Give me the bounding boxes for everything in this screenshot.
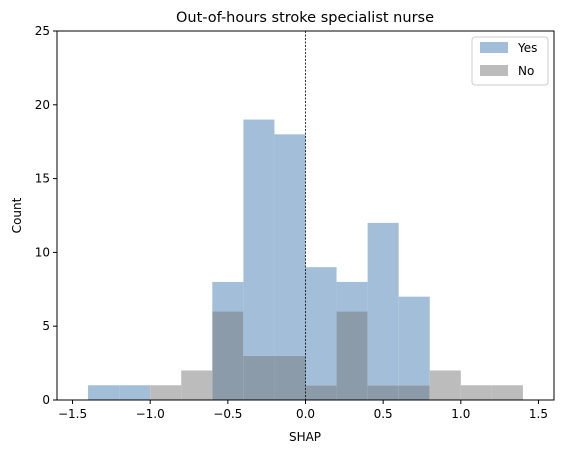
bar-yes-bin-7 xyxy=(305,267,337,386)
bar-overlap-bin-5 xyxy=(243,355,275,400)
legend-label-yes: Yes xyxy=(517,41,537,55)
bars-layer xyxy=(88,119,523,400)
bar-no-bin-12 xyxy=(460,385,492,400)
legend-label-no: No xyxy=(518,64,534,78)
legend-swatch-yes xyxy=(480,42,508,53)
x-tick-label: −1.5 xyxy=(58,407,87,421)
x-tick-label: 0.5 xyxy=(374,407,393,421)
bar-overlap-bin-7 xyxy=(305,385,337,400)
bar-overlap-bin-4 xyxy=(212,311,244,400)
bar-no-bin-2 xyxy=(150,385,182,400)
y-tick-label: 10 xyxy=(35,245,50,259)
bar-no-bin-13 xyxy=(491,385,523,400)
bar-no-bin-3 xyxy=(181,370,213,400)
y-tick-label: 5 xyxy=(42,319,50,333)
bar-overlap-bin-10 xyxy=(398,385,430,400)
x-tick-label: −1.0 xyxy=(136,407,165,421)
y-axis-ticks: 0 5 10 15 20 25 xyxy=(35,24,57,407)
x-tick-label: 1.5 xyxy=(529,407,548,421)
legend: Yes No xyxy=(471,36,549,86)
y-tick-label: 25 xyxy=(35,24,50,38)
bar-yes-bin-4 xyxy=(212,281,244,312)
bar-overlap-bin-8 xyxy=(336,311,368,400)
y-tick-label: 0 xyxy=(42,393,50,407)
legend-swatch-no xyxy=(480,65,508,76)
y-tick-label: 15 xyxy=(35,172,50,186)
bar-yes-bin-10 xyxy=(398,296,430,386)
x-axis-ticks: −1.5 −1.0 −0.5 0.0 0.5 1.0 1.5 xyxy=(58,400,548,421)
bar-overlap-bin-9 xyxy=(367,385,399,400)
bar-yes-bin-6 xyxy=(274,134,306,356)
bar-yes-bin-5 xyxy=(243,119,275,356)
bar-yes-bin-8 xyxy=(336,281,368,312)
y-tick-label: 20 xyxy=(35,98,50,112)
bar-overlap-bin-6 xyxy=(274,355,306,400)
chart-title: Out-of-hours stroke specialist nurse xyxy=(176,10,434,26)
x-tick-label: 0.0 xyxy=(296,407,315,421)
x-tick-label: −0.5 xyxy=(213,407,242,421)
x-tick-label: 1.0 xyxy=(451,407,470,421)
bar-yes-bin-9 xyxy=(367,222,399,386)
bar-yes-bin-1 xyxy=(119,385,151,400)
bar-yes-bin-0 xyxy=(88,385,120,400)
y-axis-label: Count xyxy=(10,197,24,233)
x-axis-label: SHAP xyxy=(289,430,321,444)
bar-no-bin-11 xyxy=(429,370,461,400)
